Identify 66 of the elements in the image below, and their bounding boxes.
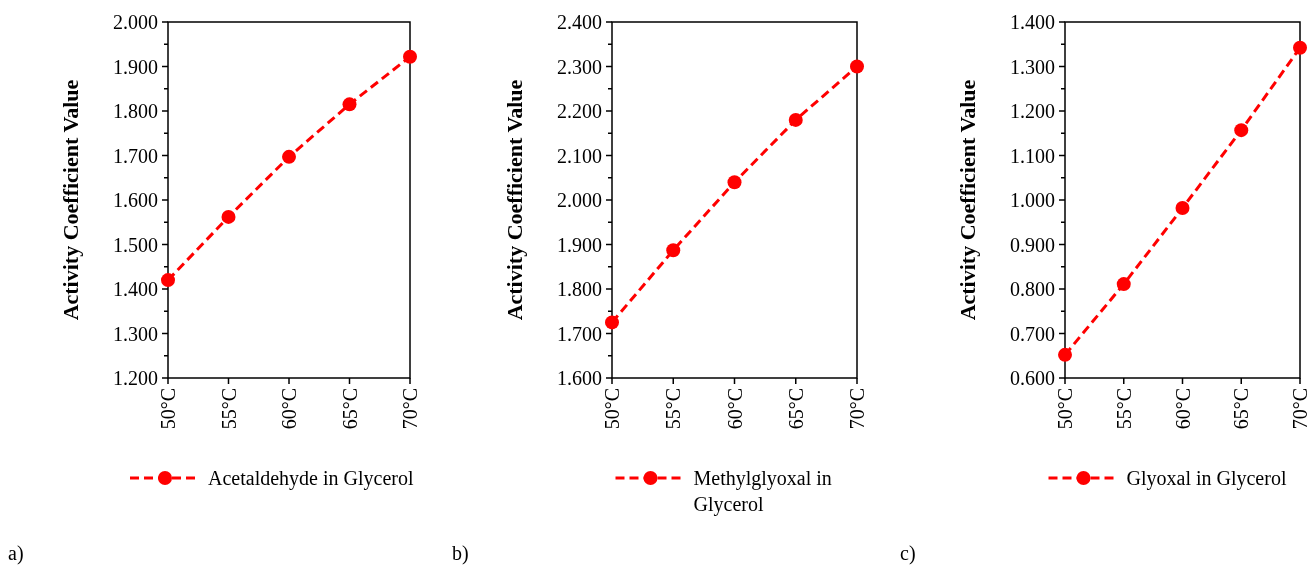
y-tick-label: 2.400: [557, 11, 602, 33]
x-tick-label: 65°C: [1230, 388, 1253, 430]
point: [605, 315, 619, 330]
point: [161, 273, 175, 288]
x-tick-label: 55°C: [1112, 388, 1135, 430]
y-tick-label: 1.000: [1010, 189, 1055, 211]
y-tick-label: 2.000: [557, 189, 602, 211]
y-axis-title: Activity Coefficient Value: [502, 79, 527, 321]
y-tick-label: 2.200: [557, 100, 602, 122]
y-tick-label: 2.000: [113, 11, 158, 33]
y-tick-label: 0.700: [1010, 322, 1055, 345]
y-axis-title: Activity Coefficient Value: [955, 79, 980, 321]
y-tick-label: 1.100: [1010, 144, 1055, 167]
y-tick-label: 1.400: [1010, 11, 1055, 33]
y-tick-label: 1.900: [557, 233, 602, 256]
x-tick-label: 65°C: [784, 388, 807, 430]
point: [1116, 277, 1131, 292]
y-tick-label: 1.300: [113, 322, 158, 345]
x-tick-label: 70°C: [399, 388, 421, 430]
x-tick-label: 70°C: [846, 388, 868, 430]
y-tick-label: 1.400: [113, 278, 158, 300]
x-tick-label: 55°C: [662, 388, 685, 430]
point: [282, 149, 296, 164]
x-tick-label: 65°C: [338, 388, 361, 430]
point: [850, 59, 864, 74]
y-tick-label: 1.800: [557, 278, 602, 300]
x-tick-label: 55°C: [217, 388, 240, 430]
legend-label: Glyoxal in Glycerol: [1126, 467, 1287, 490]
y-tick-label: 0.600: [1010, 367, 1055, 389]
point: [1234, 123, 1249, 138]
legend-label: Methylglyoxal in Glycerol: [693, 467, 832, 516]
point: [1058, 347, 1072, 362]
y-tick-label: 2.100: [557, 144, 602, 167]
y-tick-label: 1.700: [557, 322, 602, 345]
x-tick-label: 60°C: [1171, 388, 1194, 430]
y-tick-label: 1.500: [113, 233, 158, 256]
y-axis-title: Activity Coefficient Value: [58, 79, 83, 321]
text: a): [8, 542, 24, 565]
y-tick-label: 1.200: [1010, 100, 1055, 122]
y-tick-label: 2.300: [557, 55, 602, 78]
x-tick-label: 60°C: [723, 388, 746, 430]
text: b): [452, 542, 469, 565]
y-tick-label: 1.200: [113, 367, 158, 389]
point: [727, 175, 742, 190]
y-tick-label: 1.900: [113, 55, 158, 78]
point: [666, 243, 681, 258]
point: [403, 49, 417, 64]
x-tick-label: 50°C: [157, 388, 179, 430]
point: [1175, 201, 1190, 215]
x-tick-label: 50°C: [601, 388, 623, 430]
x-tick-label: 50°C: [1054, 388, 1076, 430]
point: [342, 97, 357, 112]
y-tick-label: 1.600: [557, 367, 602, 389]
y-tick-label: 1.800: [113, 100, 158, 122]
point: [788, 112, 803, 127]
y-tick-label: 0.800: [1010, 278, 1055, 300]
x-tick-label: 70°C: [1289, 388, 1311, 430]
y-tick-label: 0.900: [1010, 233, 1055, 256]
legend-label: Acetaldehyde in Glycerol: [208, 467, 414, 490]
x-tick-label: 60°C: [278, 388, 300, 430]
y-tick-label: 1.300: [1010, 55, 1055, 78]
y-tick-label: 1.600: [113, 189, 158, 211]
y-tick-label: 1.700: [113, 144, 158, 167]
text: c): [900, 542, 916, 565]
point: [1293, 40, 1307, 55]
point: [221, 209, 236, 224]
